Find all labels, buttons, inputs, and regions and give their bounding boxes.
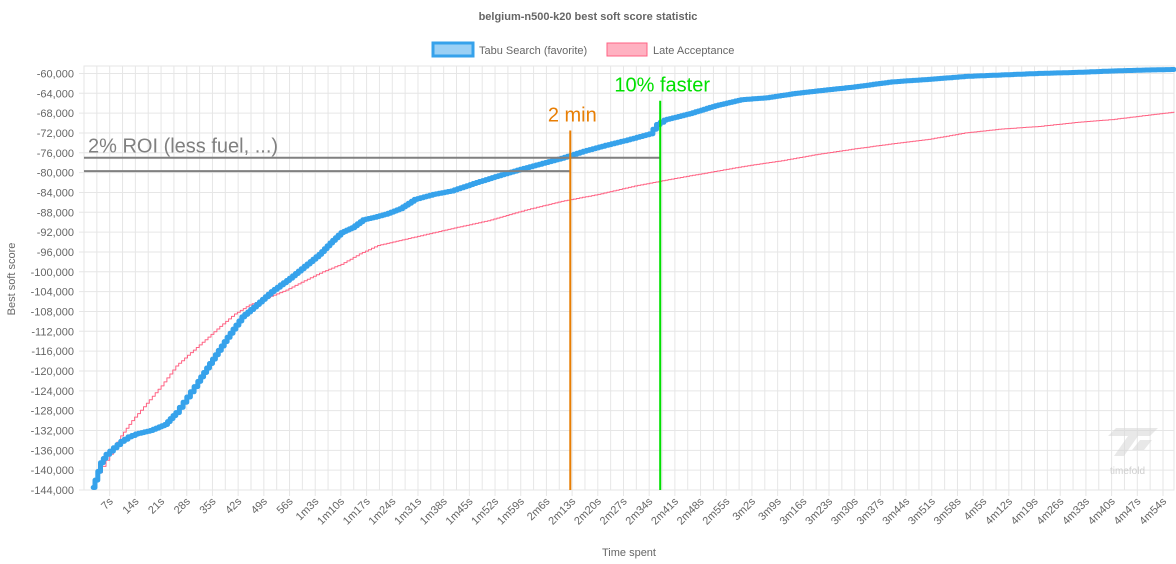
x-tick-label: 1m10s <box>315 495 347 527</box>
x-tick-label: 3m23s <box>803 495 835 527</box>
y-tick-label: -64,000 <box>37 88 74 100</box>
x-tick-label: 3m2s <box>731 495 759 523</box>
legend-swatch-tabu-search <box>431 41 475 58</box>
x-tick-label: 1m45s <box>444 495 476 527</box>
x-tick-label: 49s <box>249 495 270 516</box>
y-axis-title: Best soft score <box>6 243 18 316</box>
x-tick-label: 4m47s <box>1112 495 1144 527</box>
y-tick-label: -68,000 <box>37 108 74 120</box>
x-tick-label: 1m59s <box>495 495 527 527</box>
y-tick-label: -72,000 <box>37 128 74 140</box>
y-axis-ticks: -60,000 -64,000 -68,000 -72,000 -76,000 -80,0… <box>31 68 74 497</box>
x-tick-label: 1m38s <box>418 495 450 527</box>
y-tick-label: -84,000 <box>37 187 74 199</box>
y-tick-label: -140,000 <box>31 465 74 477</box>
x-tick-label: 2m13s <box>546 495 578 527</box>
x-axis-title: Time spent <box>602 547 656 559</box>
series-line-tabu-search <box>90 67 1176 490</box>
x-tick-label: 1m24s <box>367 495 399 527</box>
x-tick-label: 28s <box>172 495 193 516</box>
y-tick-label: -104,000 <box>31 287 74 299</box>
x-tick-label: 2m27s <box>598 495 630 527</box>
x-axis-ticks: 7s 14s 21s 28s 35s 42s 49s 56s1m3s1m10s1m17s1m2… <box>99 495 1169 527</box>
x-tick-label: 56s <box>275 495 296 516</box>
x-tick-label: 14s <box>120 495 141 516</box>
x-tick-label: 21s <box>146 495 167 516</box>
y-tick-label: -96,000 <box>37 247 74 259</box>
x-tick-label: 1m17s <box>341 495 373 527</box>
x-tick-label: 4m12s <box>983 495 1015 527</box>
x-tick-label: 3m30s <box>829 495 861 527</box>
watermark-text: timefold <box>1110 466 1145 477</box>
x-tick-label: 4m26s <box>1035 495 1067 527</box>
annotation-label-2-min: 2 min <box>548 104 597 126</box>
y-tick-label: -144,000 <box>31 485 74 497</box>
chart-title: belgium-n500-k20 best soft score statist… <box>479 11 698 23</box>
y-tick-label: -116,000 <box>31 346 74 358</box>
legend-label-late-acceptance: Late Acceptance <box>653 45 734 57</box>
x-tick-label: 1m52s <box>469 495 501 527</box>
x-tick-label: 3m44s <box>880 495 912 527</box>
y-tick-label: -124,000 <box>31 386 74 398</box>
plot-border <box>83 65 1175 491</box>
x-tick-label: 4m54s <box>1137 495 1169 527</box>
legend[interactable]: Tabu Search (favorite) Late Acceptance <box>431 41 734 58</box>
legend-label-tabu-search: Tabu Search (favorite) <box>479 45 587 57</box>
x-tick-label: 4m40s <box>1086 495 1118 527</box>
y-tick-label: -120,000 <box>31 366 74 378</box>
y-tick-label: -92,000 <box>37 227 74 239</box>
y-tick-label: -128,000 <box>31 406 74 418</box>
x-tick-label: 3m37s <box>855 495 887 527</box>
legend-swatch-late-acceptance <box>606 42 648 57</box>
series-layer <box>90 67 1176 490</box>
series-line-late-acceptance <box>92 111 1175 486</box>
annotation-label-10-faster: 10% faster <box>614 75 710 97</box>
x-tick-label: 35s <box>198 495 219 516</box>
y-tick-label: -132,000 <box>31 425 74 437</box>
y-tick-label: -88,000 <box>37 207 74 219</box>
x-tick-label: 4m19s <box>1009 495 1041 527</box>
x-tick-label: 2m48s <box>675 495 707 527</box>
y-tick-label: -60,000 <box>37 68 74 80</box>
x-tick-label: 2m55s <box>701 495 733 527</box>
x-tick-label: 2m41s <box>649 495 681 527</box>
x-tick-label: 3m16s <box>778 495 810 527</box>
y-tick-label: -76,000 <box>37 148 74 160</box>
x-tick-label: 3m58s <box>932 495 964 527</box>
annotation-layer: 2% ROI (less fuel, ...) 2 min 10% faster <box>84 75 710 490</box>
y-tick-label: -108,000 <box>31 306 74 318</box>
x-tick-label: 2m34s <box>623 495 655 527</box>
y-tick-label: -100,000 <box>31 267 74 279</box>
annotation-label-roi: 2% ROI (less fuel, ...) <box>88 136 278 158</box>
x-tick-label: 4m33s <box>1060 495 1092 527</box>
x-tick-label: 3m51s <box>906 495 938 527</box>
x-tick-label: 1m31s <box>392 495 424 527</box>
legend-item-late-acceptance[interactable]: Late Acceptance <box>606 42 734 57</box>
x-tick-label: 7s <box>99 495 116 512</box>
y-tick-label: -112,000 <box>31 326 74 338</box>
timefold-logo-icon <box>1108 428 1158 456</box>
grid <box>79 65 1175 496</box>
x-tick-label: 42s <box>223 495 244 516</box>
legend-item-tabu-search[interactable]: Tabu Search (favorite) <box>431 41 587 58</box>
y-tick-label: -80,000 <box>37 168 74 180</box>
x-tick-label: 2m20s <box>572 495 604 527</box>
y-tick-label: -136,000 <box>31 445 74 457</box>
